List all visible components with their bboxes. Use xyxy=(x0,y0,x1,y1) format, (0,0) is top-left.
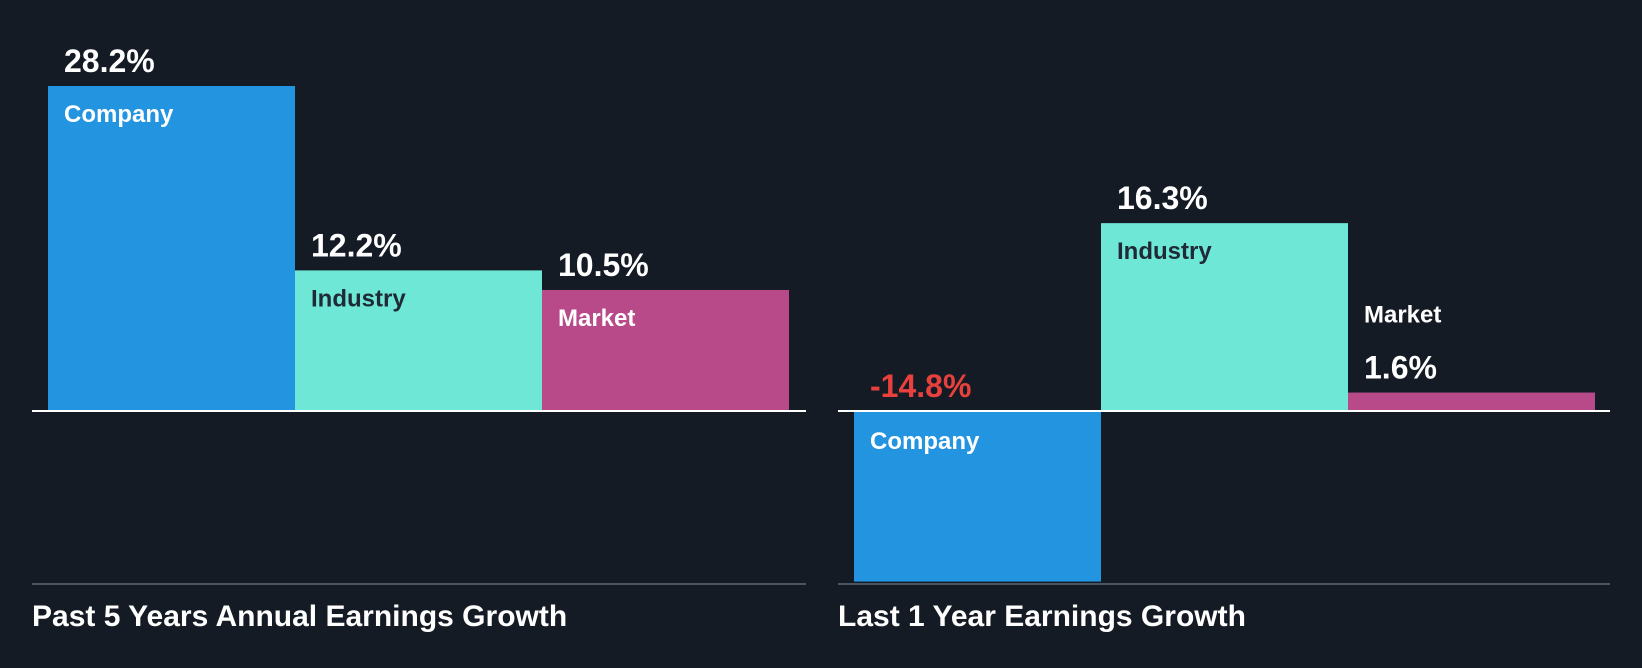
last-1-year-chart: Last 1 Year Earnings Growth -14.8% Compan… xyxy=(838,180,1610,633)
past-5-years-chart: Past 5 Years Annual Earnings Growth Comp… xyxy=(32,43,806,633)
bar-label-industry: Industry xyxy=(1117,238,1212,265)
bar-label-company: Company xyxy=(64,101,174,128)
bar-label-market: Market xyxy=(558,305,635,332)
value-label-industry: 16.3% xyxy=(1117,180,1208,216)
bar-industry xyxy=(295,270,542,411)
bar-company xyxy=(48,86,295,411)
bar-industry xyxy=(1101,223,1348,411)
value-label-market: 10.5% xyxy=(558,247,649,283)
chart-title: Past 5 Years Annual Earnings Growth xyxy=(32,600,567,633)
bar-label-market: Market xyxy=(1364,302,1441,329)
chart-title: Last 1 Year Earnings Growth xyxy=(838,600,1246,633)
value-label-company: 28.2% xyxy=(64,43,155,79)
bar-label-company: Company xyxy=(870,428,980,455)
value-label-market: 1.6% xyxy=(1364,350,1437,386)
bar-company xyxy=(854,411,1101,582)
bar-market xyxy=(1348,392,1595,411)
bar-label-industry: Industry xyxy=(311,285,406,312)
value-label-industry: 12.2% xyxy=(311,227,402,263)
bar-market xyxy=(542,289,789,411)
value-label-company: -14.8% xyxy=(870,368,971,404)
